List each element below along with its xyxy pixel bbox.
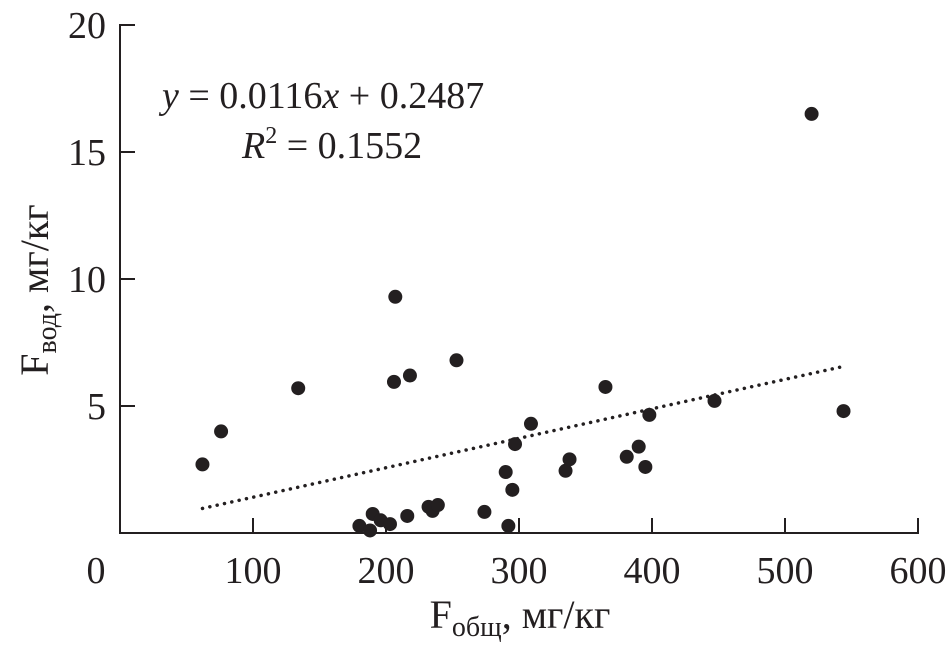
data-point [291, 381, 306, 396]
data-point [598, 379, 613, 394]
data-point [505, 482, 520, 497]
data-point [836, 404, 851, 419]
data-point [558, 463, 573, 478]
data-point [562, 452, 577, 467]
data-point [388, 289, 403, 304]
data-point [352, 518, 367, 533]
data-point [508, 437, 523, 452]
x-tick-label: 200 [358, 550, 415, 592]
y-tick-label: 20 [68, 5, 106, 47]
data-point [804, 106, 819, 121]
data-point [195, 457, 210, 472]
x-tick-label: 0 [87, 550, 106, 592]
data-point [619, 449, 634, 464]
y-tick-label: 5 [87, 386, 106, 428]
data-point [402, 368, 417, 383]
r-squared-annotation: R2 = 0.1552 [241, 123, 422, 167]
data-point [477, 504, 492, 519]
data-point [382, 517, 397, 532]
data-point [501, 518, 516, 533]
data-point [631, 439, 646, 454]
y-axis-label: Fвод, мг/кг [12, 204, 63, 375]
data-point [642, 407, 657, 422]
x-tick-label: 500 [757, 550, 814, 592]
x-tick-label: 400 [624, 550, 681, 592]
equation-annotation: y = 0.0116x + 0.2487 [158, 75, 484, 117]
x-tick-label: 300 [491, 550, 548, 592]
data-point [430, 498, 445, 513]
data-point [363, 523, 378, 538]
y-tick-label: 10 [68, 259, 106, 301]
y-tick-label: 15 [68, 132, 106, 174]
data-point [449, 353, 464, 368]
data-point [400, 508, 415, 523]
data-point [386, 374, 401, 389]
data-point [707, 393, 722, 408]
x-axis-label: Fобщ, мг/кг [430, 592, 611, 643]
trendline [200, 364, 846, 511]
x-tick-label: 600 [890, 550, 947, 592]
data-point [523, 416, 538, 431]
data-point [638, 459, 653, 474]
data-point [214, 424, 229, 439]
x-tick-label: 100 [225, 550, 282, 592]
data-point [498, 465, 513, 480]
